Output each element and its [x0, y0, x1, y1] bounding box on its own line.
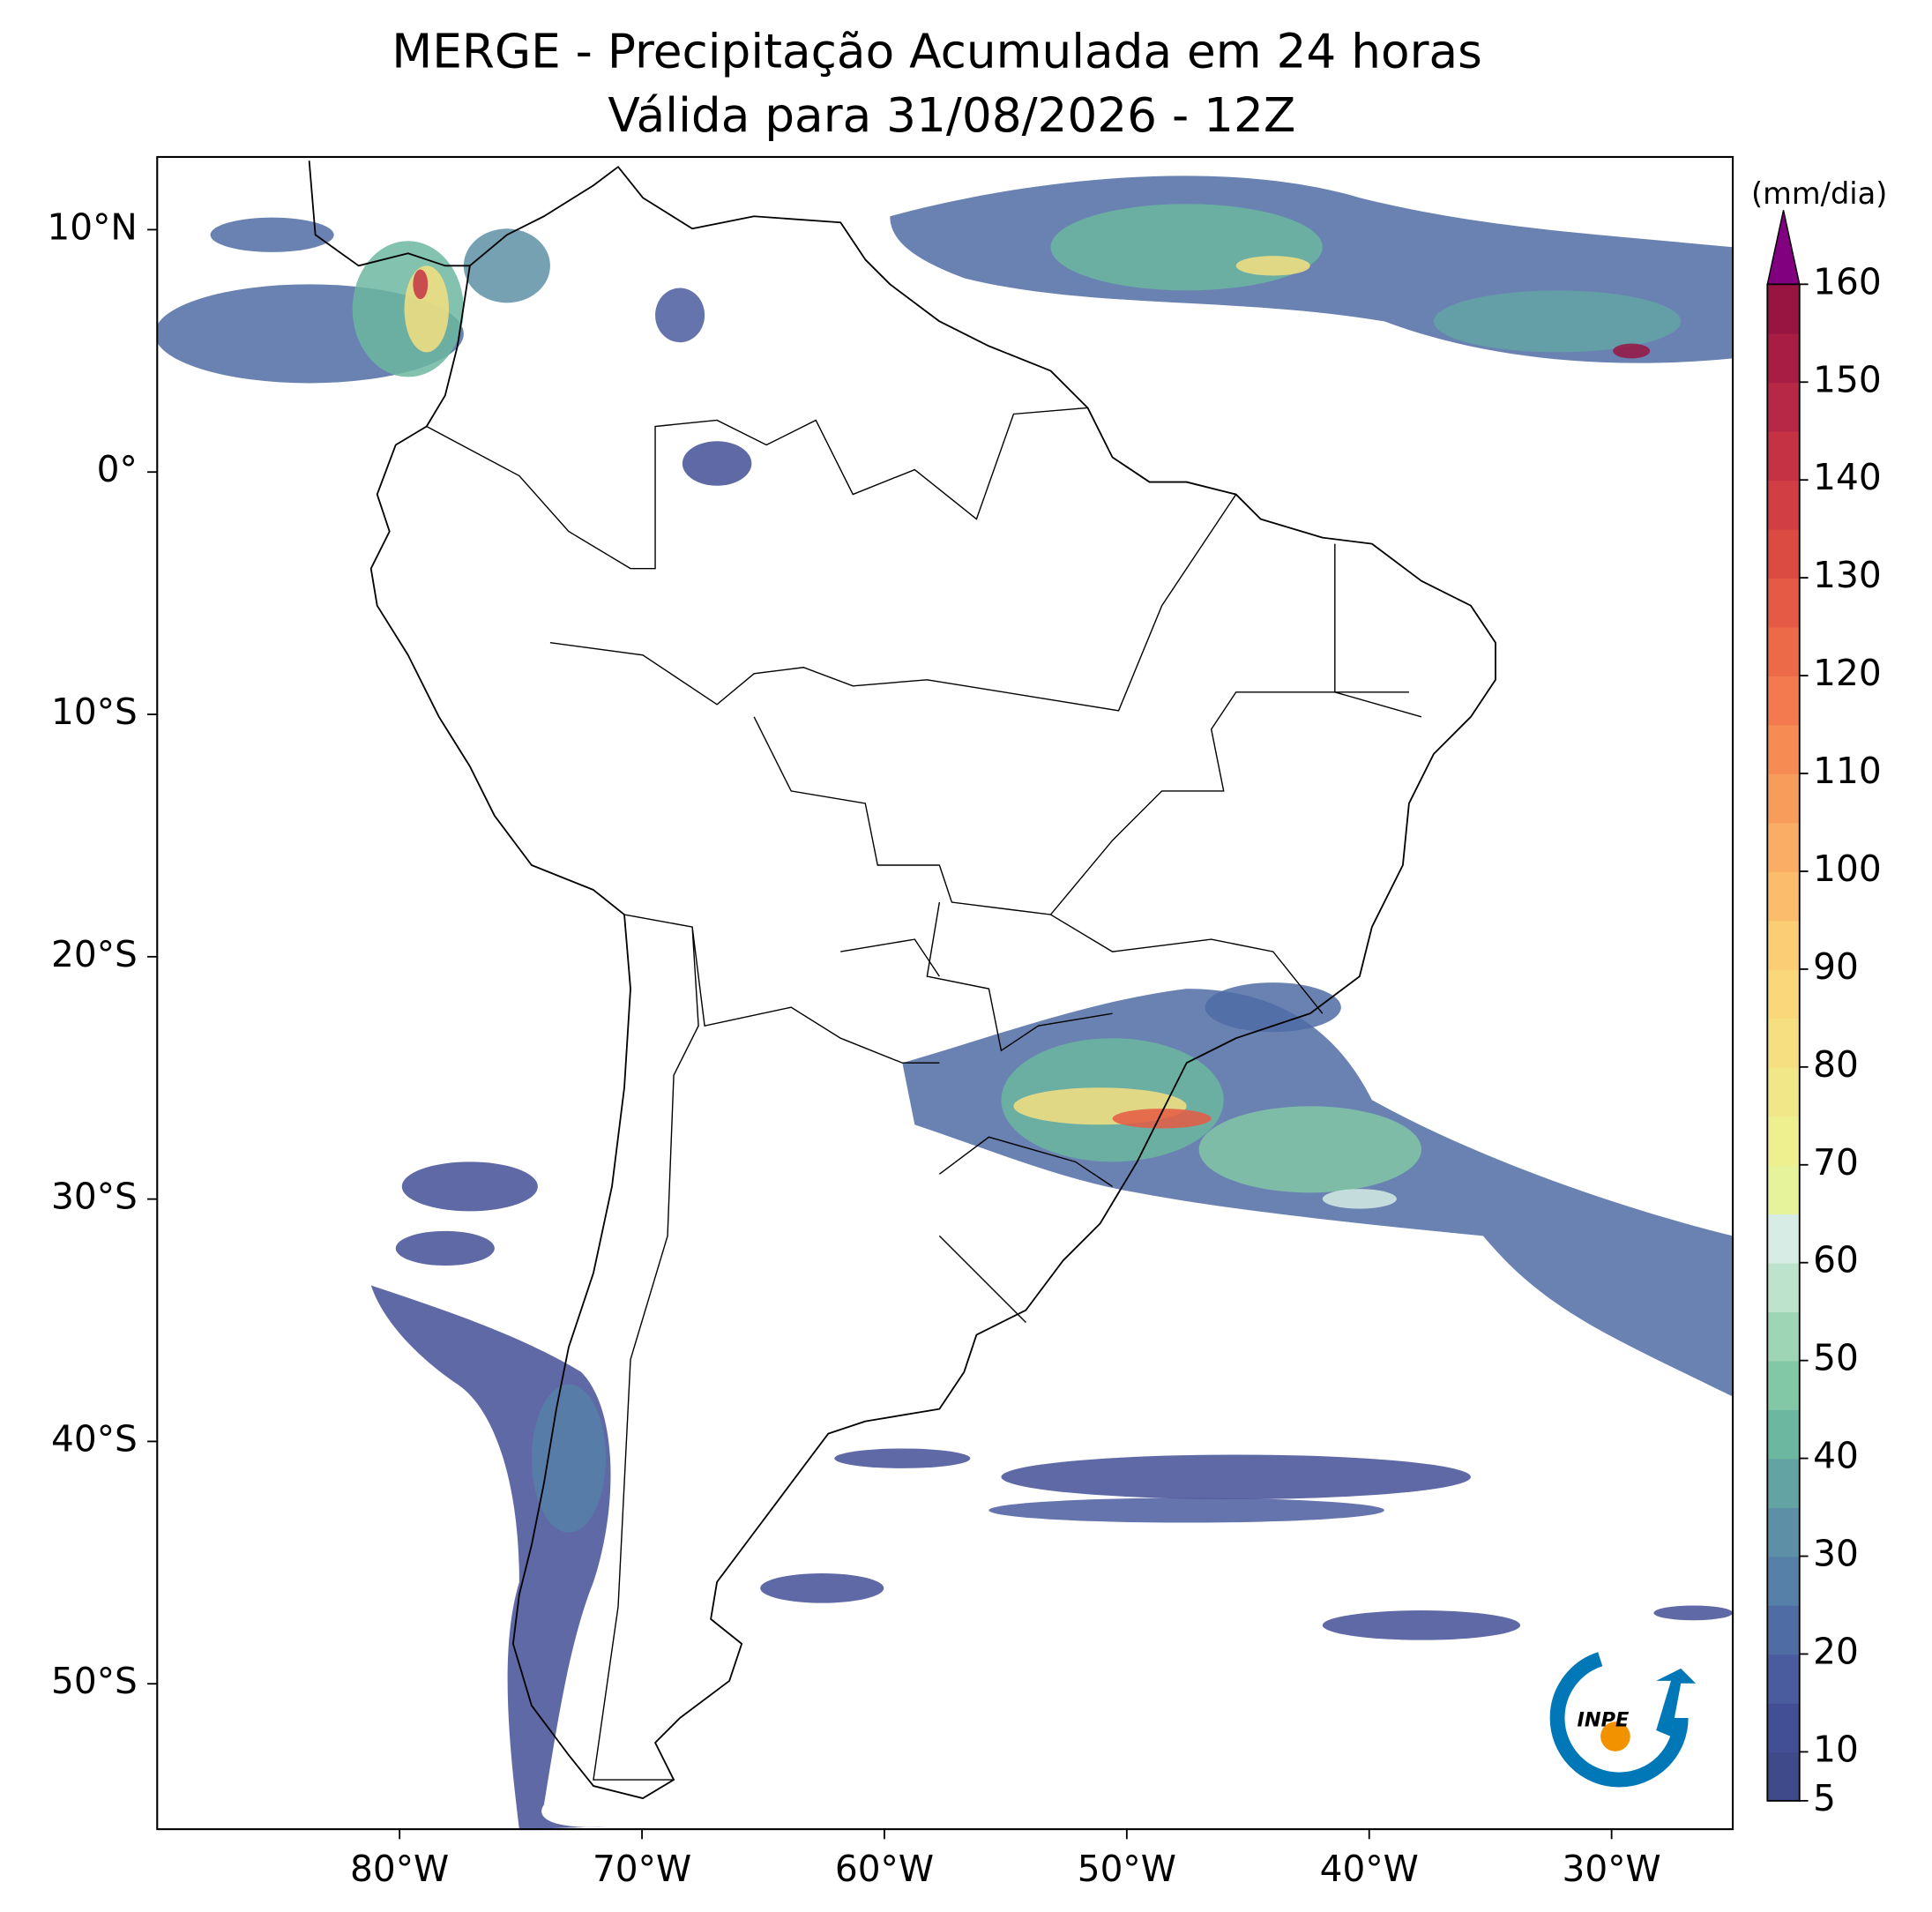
rain-area	[1235, 256, 1310, 276]
colorbar-tick-label: 80	[1813, 1043, 1859, 1086]
rain-area	[395, 1230, 495, 1266]
rain-area	[655, 288, 705, 343]
colorbar-tick-label: 130	[1813, 554, 1882, 596]
colorbar-band	[1767, 1604, 1800, 1655]
rain-area	[413, 269, 429, 300]
colorbar-band	[1767, 578, 1800, 628]
rain-area	[1322, 1610, 1521, 1640]
colorbar-band	[1767, 1702, 1800, 1753]
x-tick-label: 80°W	[350, 1848, 449, 1890]
y-tick-label: 10°S	[51, 691, 138, 733]
x-tick-label: 40°W	[1320, 1848, 1419, 1890]
rain-area	[1205, 982, 1341, 1033]
rain-area	[1653, 1605, 1734, 1621]
colorbar-band	[1767, 1409, 1800, 1460]
x-tick-label: 50°W	[1078, 1848, 1176, 1890]
colorbar-tick-label: 20	[1813, 1630, 1859, 1672]
logo: INPE	[1549, 1648, 1697, 1788]
colorbar-band	[1767, 528, 1800, 579]
colorbar-tick-label: 150	[1813, 358, 1882, 400]
y-tick-label: 40°S	[51, 1417, 138, 1460]
colorbar-band	[1767, 724, 1800, 774]
colorbar-band	[1767, 1654, 1800, 1704]
colorbar-band	[1767, 1262, 1800, 1313]
x-tick-label: 60°W	[835, 1848, 934, 1890]
colorbar-tick-label: 40	[1813, 1435, 1859, 1477]
colorbar-tick-label: 90	[1813, 945, 1859, 988]
colorbar-tick-label: 140	[1813, 456, 1882, 498]
colorbar-band	[1767, 1164, 1800, 1215]
rain-area	[834, 1448, 971, 1468]
colorbar-band	[1767, 1116, 1800, 1166]
colorbar-band	[1767, 1751, 1800, 1802]
colorbar-tick-label: 160	[1813, 260, 1882, 302]
map-frame	[156, 155, 1734, 1831]
rain-area	[463, 228, 550, 303]
colorbar-band	[1767, 773, 1800, 824]
rain-area	[988, 1497, 1384, 1523]
x-tick-label: 30°W	[1563, 1848, 1661, 1890]
title: MERGE - Precipitação Acumulada em 24 hor…	[392, 24, 1482, 78]
colorbar-tick-label: 60	[1813, 1239, 1859, 1281]
colorbar-band	[1767, 676, 1800, 726]
rain-area	[1322, 1189, 1397, 1209]
colorbar-band	[1767, 870, 1800, 922]
rain-area	[1433, 290, 1682, 353]
colorbar-band	[1767, 1360, 1800, 1410]
border	[426, 407, 1422, 1781]
colorbar-band	[1767, 968, 1800, 1019]
colorbar-band	[1767, 430, 1800, 482]
y-tick-label: 0°	[97, 448, 138, 490]
x-tick-label: 70°W	[593, 1848, 691, 1890]
colorbar-tick-label: 70	[1813, 1141, 1859, 1184]
logo-text: INPE	[1578, 1708, 1630, 1731]
colorbar-tick-label: 120	[1813, 652, 1882, 694]
colorbar-band	[1767, 1458, 1800, 1508]
colorbar-tick-label: 5	[1813, 1777, 1836, 1819]
colorbar-band	[1767, 1311, 1800, 1362]
logo-ring	[1549, 1648, 1689, 1788]
colorbar-band	[1767, 1507, 1800, 1557]
rain-area	[210, 217, 334, 252]
colorbar-band	[1767, 332, 1800, 384]
colorbar-tick-label: 10	[1813, 1728, 1859, 1770]
y-tick-label: 10°N	[47, 205, 137, 248]
rain-area	[682, 441, 752, 486]
colorbar-frame	[1766, 283, 1801, 1802]
y-tick-label: 50°S	[51, 1660, 138, 1702]
colorbar-label: (mm/dia)	[1751, 176, 1887, 211]
colorbar-tick-label: 50	[1813, 1337, 1859, 1379]
colorbar-band	[1767, 1018, 1800, 1068]
rain-area	[1001, 1454, 1471, 1499]
colorbar-band	[1767, 382, 1800, 432]
precipitation	[157, 176, 1734, 1830]
colorbar-band	[1767, 626, 1800, 676]
y-tick-label: 30°S	[51, 1176, 138, 1218]
colorbar-band	[1767, 1556, 1800, 1606]
colorbar-band	[1767, 822, 1800, 872]
rain-area	[531, 1384, 606, 1533]
y-tick-label: 20°S	[51, 933, 138, 975]
colorbar-band	[1767, 1214, 1800, 1264]
colorbar-tick-label: 100	[1813, 848, 1882, 890]
subtitle: Válida para 31/08/2026 - 12Z	[608, 88, 1295, 143]
logo-dot	[1600, 1722, 1630, 1751]
rain-area	[1112, 1109, 1212, 1129]
colorbar-band	[1767, 1066, 1800, 1117]
coastline	[369, 166, 1496, 1799]
colorbar-band	[1767, 284, 1800, 334]
rain-area	[760, 1573, 884, 1603]
rain-area	[1198, 1106, 1421, 1193]
rain-area	[1613, 343, 1651, 359]
colorbar-tick-label: 30	[1813, 1533, 1859, 1575]
coastlines	[308, 161, 1496, 1799]
colorbar-tick-label: 110	[1813, 750, 1882, 792]
rain-area	[1050, 204, 1323, 291]
coastline	[308, 161, 470, 267]
rain-area	[401, 1161, 538, 1212]
logo-arrow	[1656, 1668, 1697, 1736]
colorbar-band	[1767, 480, 1800, 530]
colorbar-band	[1767, 920, 1800, 970]
